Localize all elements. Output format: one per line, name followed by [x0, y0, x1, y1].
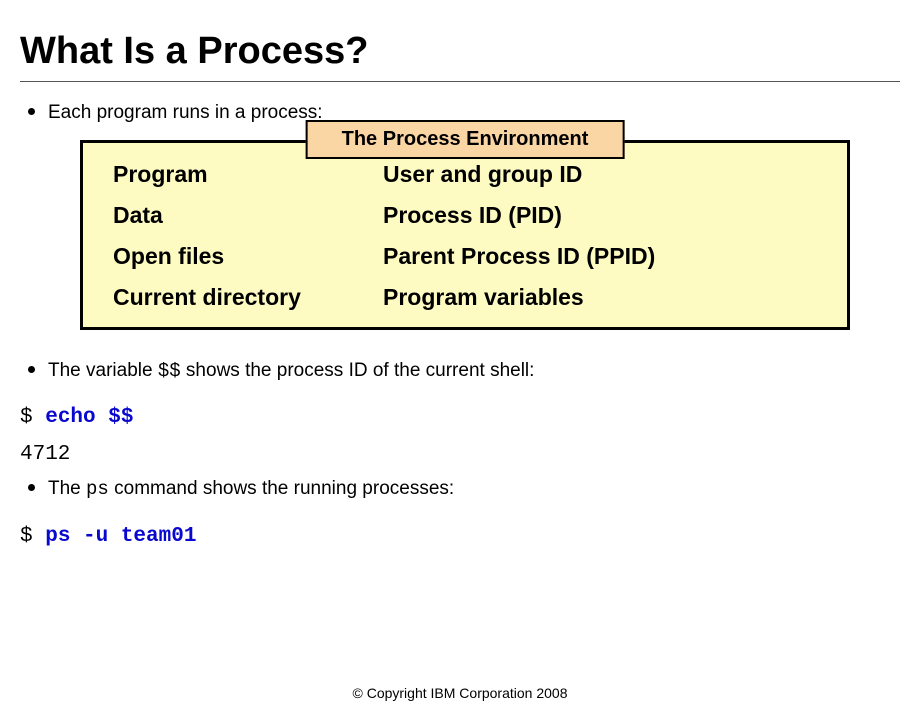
- bullet-3-pre: The: [48, 478, 86, 499]
- diagram-header: The Process Environment: [306, 120, 625, 159]
- slide: What Is a Process? Each program runs in …: [0, 0, 920, 711]
- bullet-1-text: Each program runs in a process:: [48, 102, 323, 123]
- bullet-3: The ps command shows the running process…: [20, 476, 900, 503]
- bullet-2-pre: The variable: [48, 360, 158, 381]
- cell-pid: Process ID (PID): [383, 202, 817, 229]
- bullet-list-3: The ps command shows the running process…: [20, 476, 900, 503]
- bullet-list-2: The variable $$ shows the process ID of …: [20, 358, 900, 385]
- code1-output: 4712: [20, 443, 900, 466]
- code-block-2: $ ps -u team01: [20, 525, 900, 548]
- title-rule: [20, 81, 900, 82]
- code1-command: echo $$: [45, 406, 133, 429]
- bullet-3-code: ps: [86, 478, 109, 500]
- cell-current-directory: Current directory: [113, 284, 383, 311]
- cell-user-group-id: User and group ID: [383, 161, 817, 188]
- cell-program-variables: Program variables: [383, 284, 817, 311]
- cell-ppid: Parent Process ID (PPID): [383, 243, 817, 270]
- diagram-grid: Program User and group ID Data Process I…: [113, 161, 817, 311]
- cell-open-files: Open files: [113, 243, 383, 270]
- bullet-3-post: command shows the running processes:: [109, 478, 454, 499]
- slide-title: What Is a Process?: [20, 30, 900, 73]
- code2-command: ps -u team01: [45, 525, 196, 548]
- copyright: © Copyright IBM Corporation 2008: [0, 685, 920, 701]
- code-block-1: $ echo $$ 4712: [20, 406, 900, 466]
- code1-prompt: $: [20, 406, 45, 429]
- bullet-2-code: $$: [158, 360, 181, 382]
- code1-line: $ echo $$: [20, 406, 900, 429]
- bullet-2: The variable $$ shows the process ID of …: [20, 358, 900, 385]
- code2-prompt: $: [20, 525, 45, 548]
- diagram-box: Program User and group ID Data Process I…: [80, 140, 850, 330]
- cell-data: Data: [113, 202, 383, 229]
- bullet-2-post: shows the process ID of the current shel…: [181, 360, 535, 381]
- process-env-diagram: The Process Environment Program User and…: [80, 140, 850, 330]
- cell-program: Program: [113, 161, 383, 188]
- code2-line: $ ps -u team01: [20, 525, 900, 548]
